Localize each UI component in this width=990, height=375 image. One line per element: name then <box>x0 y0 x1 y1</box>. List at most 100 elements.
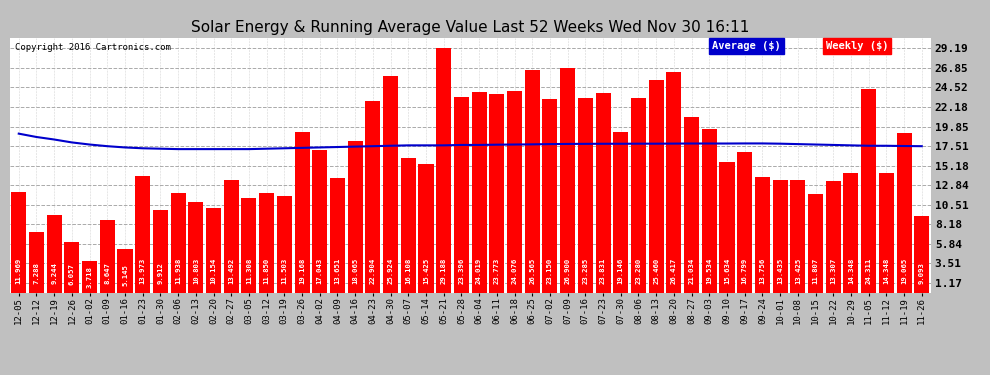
Text: 11.308: 11.308 <box>246 258 251 284</box>
Text: 13.973: 13.973 <box>140 258 146 284</box>
Text: 14.348: 14.348 <box>883 258 889 284</box>
Text: 26.417: 26.417 <box>671 258 677 284</box>
Text: Average ($): Average ($) <box>712 41 781 51</box>
Bar <box>419 164 434 292</box>
Bar <box>790 180 805 292</box>
Text: 6.057: 6.057 <box>69 263 75 285</box>
Bar <box>312 150 328 292</box>
Text: 24.311: 24.311 <box>865 258 871 284</box>
Bar <box>29 232 44 292</box>
Bar <box>259 194 274 292</box>
Text: 13.492: 13.492 <box>229 258 235 284</box>
Bar <box>47 215 61 292</box>
Text: 13.307: 13.307 <box>831 258 837 284</box>
Bar <box>808 194 823 292</box>
Bar <box>914 216 930 292</box>
Bar <box>188 202 203 292</box>
Text: 10.154: 10.154 <box>211 258 217 284</box>
Text: 26.900: 26.900 <box>564 258 570 284</box>
Text: 19.146: 19.146 <box>618 258 624 284</box>
Bar <box>347 141 362 292</box>
Bar <box>560 68 575 292</box>
Bar <box>754 177 770 292</box>
Text: 25.460: 25.460 <box>653 258 659 284</box>
Text: 9.912: 9.912 <box>157 262 163 284</box>
Text: 18.065: 18.065 <box>352 258 358 284</box>
Text: 14.348: 14.348 <box>847 258 854 284</box>
Text: 26.565: 26.565 <box>530 258 536 284</box>
Bar <box>100 220 115 292</box>
Text: 23.831: 23.831 <box>600 258 606 284</box>
Bar <box>118 249 133 292</box>
Bar <box>702 129 717 292</box>
Bar <box>720 162 735 292</box>
Text: 23.280: 23.280 <box>636 258 642 284</box>
Text: 13.756: 13.756 <box>759 258 765 284</box>
Text: 15.634: 15.634 <box>724 258 730 284</box>
Text: 19.534: 19.534 <box>706 258 712 284</box>
Text: 8.647: 8.647 <box>104 262 110 284</box>
Text: 11.807: 11.807 <box>813 258 819 284</box>
Bar <box>489 94 504 292</box>
Bar <box>206 208 221 292</box>
Bar <box>294 132 310 292</box>
Text: 11.969: 11.969 <box>16 258 22 284</box>
Text: 22.904: 22.904 <box>370 258 376 284</box>
Text: 19.168: 19.168 <box>299 258 305 284</box>
Bar <box>578 98 593 292</box>
Bar <box>277 196 292 292</box>
Bar <box>453 97 469 292</box>
Bar <box>684 117 699 292</box>
Text: 7.288: 7.288 <box>34 262 40 284</box>
Bar <box>648 80 663 292</box>
Text: 9.093: 9.093 <box>919 262 925 284</box>
Bar <box>242 198 256 292</box>
Text: 5.145: 5.145 <box>122 264 128 286</box>
Text: 23.773: 23.773 <box>494 258 500 284</box>
Text: 29.188: 29.188 <box>441 258 446 284</box>
Text: 16.108: 16.108 <box>405 258 411 284</box>
Text: 21.034: 21.034 <box>689 258 695 284</box>
Bar <box>224 180 239 292</box>
Text: 25.924: 25.924 <box>387 258 394 284</box>
Bar <box>11 192 27 292</box>
Bar <box>136 176 150 292</box>
Bar <box>631 98 646 292</box>
Text: 11.850: 11.850 <box>263 258 269 284</box>
Bar <box>383 76 398 292</box>
Text: 9.244: 9.244 <box>51 262 57 284</box>
Title: Solar Energy & Running Average Value Last 52 Weeks Wed Nov 30 16:11: Solar Energy & Running Average Value Las… <box>191 20 749 35</box>
Text: 17.043: 17.043 <box>317 258 323 284</box>
Bar <box>525 70 540 292</box>
Text: 11.503: 11.503 <box>281 258 287 284</box>
Bar <box>365 101 380 292</box>
Bar <box>613 132 629 292</box>
Bar <box>471 92 487 292</box>
Text: 23.150: 23.150 <box>546 258 553 284</box>
Bar <box>437 48 451 292</box>
Text: 3.718: 3.718 <box>86 266 93 288</box>
Bar <box>507 91 522 292</box>
Bar <box>543 99 557 292</box>
Bar <box>861 89 876 292</box>
Bar <box>596 93 611 292</box>
Bar <box>879 172 894 292</box>
Text: 13.435: 13.435 <box>777 258 783 284</box>
Text: Copyright 2016 Cartronics.com: Copyright 2016 Cartronics.com <box>15 43 170 52</box>
Bar <box>738 152 752 292</box>
Bar <box>666 72 681 292</box>
Bar <box>843 172 858 292</box>
Text: 15.425: 15.425 <box>423 258 429 284</box>
Text: Weekly ($): Weekly ($) <box>826 41 888 51</box>
Text: 23.285: 23.285 <box>582 258 588 284</box>
Bar <box>897 133 912 292</box>
Text: 13.425: 13.425 <box>795 258 801 284</box>
Text: 24.076: 24.076 <box>512 258 518 284</box>
Text: 19.065: 19.065 <box>901 258 907 284</box>
Bar <box>170 193 186 292</box>
Text: 10.803: 10.803 <box>193 258 199 284</box>
Bar <box>152 210 168 292</box>
Text: 16.799: 16.799 <box>742 258 747 284</box>
Bar <box>64 242 79 292</box>
Text: 24.019: 24.019 <box>476 258 482 284</box>
